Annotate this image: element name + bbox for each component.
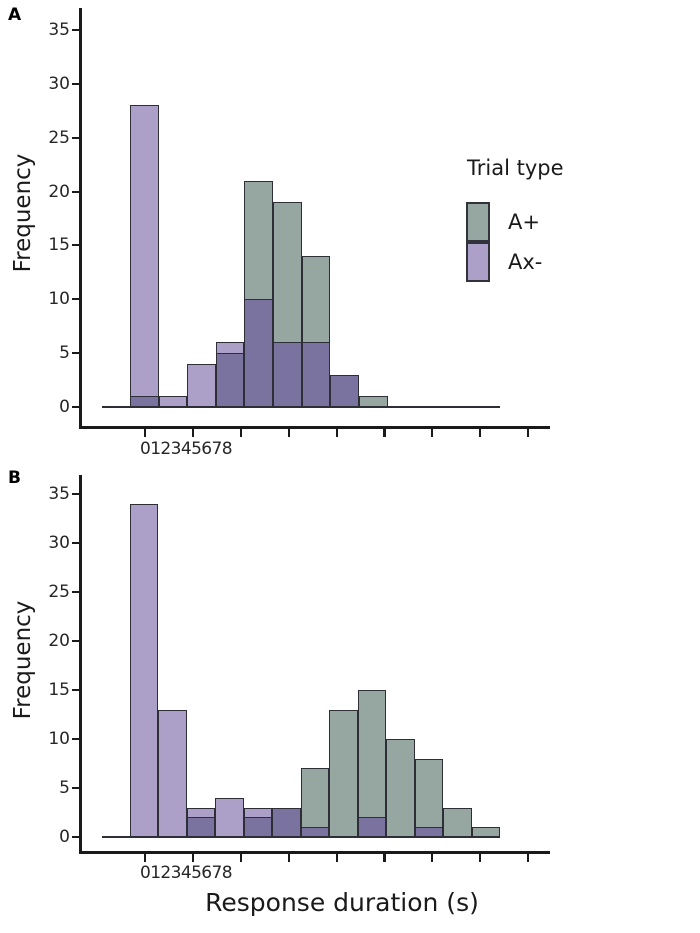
y-tick-label-0: 0 bbox=[59, 827, 70, 847]
histogram-bar-bin12 bbox=[443, 807, 472, 837]
panel-a-x-tick-labels: 012345678 bbox=[140, 439, 233, 459]
x-tick-mark bbox=[191, 854, 195, 862]
x-tick-mark bbox=[527, 429, 530, 437]
y-tick-mark bbox=[72, 190, 80, 193]
y-tick-mark bbox=[72, 787, 80, 789]
histogram-bar-bin8 bbox=[330, 374, 359, 407]
y-tick-mark bbox=[72, 591, 80, 593]
y-tick-mark bbox=[72, 493, 80, 495]
histogram-bar-bin11 bbox=[414, 827, 444, 837]
legend-title: Trial type bbox=[467, 156, 564, 180]
y-tick-mark bbox=[72, 640, 80, 642]
y-tick-mark bbox=[72, 689, 80, 691]
y-tick-label-15: 15 bbox=[48, 235, 70, 256]
y-tick-label-10: 10 bbox=[48, 729, 70, 749]
x-tick-mark bbox=[431, 854, 434, 862]
panel-a-zero-line bbox=[102, 406, 500, 408]
x-tick-mark bbox=[431, 429, 434, 437]
histogram-bar-bin5 bbox=[244, 299, 274, 407]
x-tick-mark bbox=[239, 854, 242, 862]
y-tick-label-25: 25 bbox=[48, 127, 70, 148]
panel-b-label: B bbox=[8, 468, 21, 488]
histogram-bar-bin7 bbox=[301, 342, 331, 407]
histogram-bar-bin4 bbox=[215, 353, 245, 407]
panel-a-x-spine bbox=[79, 426, 550, 429]
histogram-bar-bin1 bbox=[130, 105, 159, 407]
y-tick-mark bbox=[72, 29, 80, 31]
x-tick-mark bbox=[144, 429, 147, 437]
panel-b-x-spine bbox=[79, 851, 550, 854]
y-tick-label-30: 30 bbox=[48, 73, 70, 94]
histogram-bar-bin1 bbox=[130, 396, 159, 407]
y-tick-mark bbox=[72, 82, 80, 85]
x-tick-mark bbox=[479, 854, 482, 862]
histogram-bar-bin13 bbox=[471, 827, 500, 837]
x-axis-title: Response duration (s) bbox=[205, 888, 479, 917]
legend-swatch-ax- bbox=[466, 242, 490, 282]
panel-b-y-axis-title: Frequency bbox=[10, 600, 36, 720]
histogram-bar-bin2 bbox=[158, 396, 188, 407]
y-tick-label-20: 20 bbox=[48, 631, 70, 651]
histogram-bar-bin3 bbox=[186, 817, 216, 837]
histogram-bar-bin4 bbox=[215, 797, 244, 837]
x-tick-mark bbox=[239, 429, 242, 437]
legend-item-label: Ax- bbox=[508, 250, 543, 274]
legend-items: A+ Ax- bbox=[466, 202, 666, 282]
y-tick-label-5: 5 bbox=[59, 778, 70, 798]
histogram-bar-bin9 bbox=[357, 690, 387, 837]
y-tick-mark bbox=[72, 298, 80, 301]
y-tick-label-5: 5 bbox=[59, 343, 70, 364]
y-tick-label-0: 0 bbox=[59, 397, 70, 417]
x-tick-mark bbox=[527, 854, 530, 862]
y-tick-mark bbox=[72, 352, 80, 355]
x-tick-mark bbox=[383, 429, 386, 437]
y-tick-mark bbox=[72, 406, 80, 408]
histogram-bar-bin6 bbox=[272, 807, 301, 837]
histogram-bar-bin11 bbox=[414, 758, 444, 837]
x-tick-mark bbox=[479, 429, 482, 437]
legend-item-ax-: Ax- bbox=[466, 242, 666, 282]
y-tick-label-10: 10 bbox=[48, 289, 70, 310]
histogram-bar-bin7 bbox=[300, 827, 330, 837]
legend-item-label: A+ bbox=[508, 210, 540, 234]
y-tick-label-25: 25 bbox=[48, 582, 70, 602]
y-tick-label-35: 35 bbox=[48, 20, 70, 40]
histogram-bar-bin6 bbox=[273, 342, 302, 407]
histogram-bar-bin9 bbox=[358, 396, 388, 407]
histogram-bar-bin5 bbox=[243, 817, 273, 837]
histogram-bar-bin9 bbox=[357, 817, 387, 837]
y-tick-label-30: 30 bbox=[48, 533, 70, 553]
panel-b-x-tick-labels: 012345678 bbox=[140, 863, 233, 883]
panel-a-y-axis-title: Frequency bbox=[10, 153, 36, 273]
x-tick-mark bbox=[335, 854, 338, 862]
y-tick-mark bbox=[72, 136, 80, 139]
histogram-bar-bin1 bbox=[130, 503, 159, 837]
x-tick-mark bbox=[383, 854, 386, 862]
histogram-bar-bin8 bbox=[329, 709, 358, 837]
y-tick-label-20: 20 bbox=[48, 181, 70, 202]
panel-a-label: A bbox=[8, 5, 22, 25]
x-tick-mark bbox=[335, 429, 338, 437]
x-tick-mark bbox=[144, 854, 147, 862]
y-tick-label-35: 35 bbox=[48, 484, 70, 504]
panel-b-zero-line bbox=[102, 836, 500, 838]
y-tick-mark bbox=[72, 836, 80, 838]
histogram-bar-bin2 bbox=[158, 709, 187, 837]
histogram-bar-bin10 bbox=[386, 739, 415, 837]
x-tick-mark bbox=[191, 429, 195, 437]
y-tick-mark bbox=[72, 738, 80, 740]
x-tick-mark bbox=[287, 854, 290, 862]
x-tick-mark bbox=[287, 429, 290, 437]
histogram-bar-bin3 bbox=[187, 363, 216, 407]
panel-b-y-spine bbox=[79, 475, 82, 854]
legend: Trial type A+ Ax- bbox=[466, 156, 666, 282]
y-tick-mark bbox=[72, 542, 80, 544]
legend-item-a+: A+ bbox=[466, 202, 666, 242]
y-tick-mark bbox=[72, 244, 80, 247]
panel-a-y-spine bbox=[79, 8, 82, 429]
y-tick-label-15: 15 bbox=[48, 680, 70, 700]
legend-swatch-a+ bbox=[466, 202, 490, 242]
